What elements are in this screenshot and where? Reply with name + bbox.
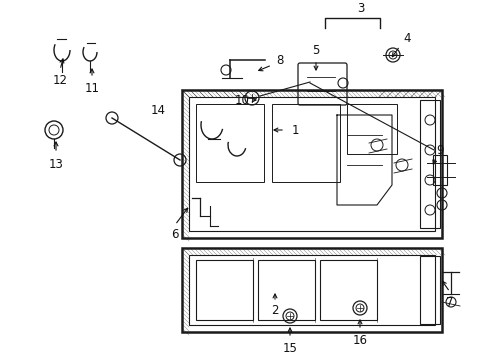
Bar: [182, 90, 441, 238]
Text: 2: 2: [271, 303, 278, 316]
Bar: [196, 104, 264, 182]
Text: 10: 10: [234, 94, 249, 107]
Text: 1: 1: [291, 123, 298, 136]
Text: 14: 14: [150, 104, 165, 117]
Bar: [271, 104, 339, 182]
Text: 11: 11: [84, 81, 99, 94]
Text: 15: 15: [282, 342, 297, 355]
Text: 12: 12: [52, 73, 67, 86]
Bar: [258, 260, 314, 320]
Text: 7: 7: [446, 296, 453, 309]
Text: 6: 6: [171, 229, 179, 242]
Text: 4: 4: [403, 31, 410, 45]
Text: 9: 9: [435, 144, 443, 157]
Bar: [319, 260, 376, 320]
Text: 3: 3: [357, 1, 364, 14]
Bar: [189, 97, 434, 231]
Text: 8: 8: [276, 54, 283, 67]
Bar: [419, 100, 439, 228]
Text: 13: 13: [48, 158, 63, 171]
Bar: [196, 260, 252, 320]
Bar: [346, 104, 396, 154]
Bar: [432, 155, 446, 185]
Text: 16: 16: [352, 333, 367, 346]
Bar: [189, 255, 434, 325]
Bar: [182, 248, 441, 332]
Text: 5: 5: [312, 44, 319, 57]
Bar: [419, 256, 439, 324]
